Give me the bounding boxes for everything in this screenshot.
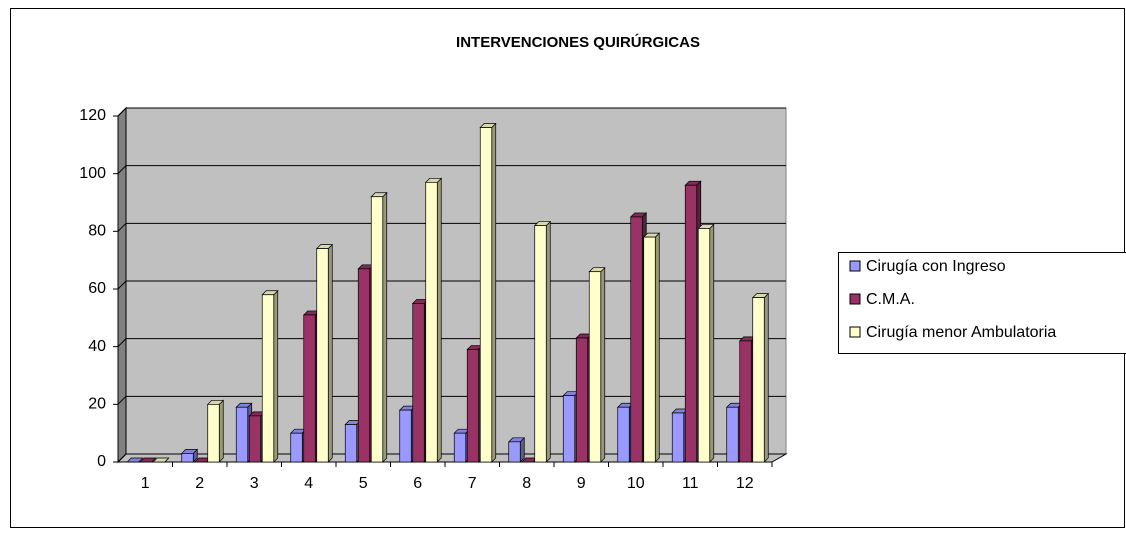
bar-face — [589, 272, 601, 462]
legend-swatch — [850, 327, 860, 337]
bar-face — [317, 249, 329, 462]
bar-face — [546, 222, 550, 462]
y-tick-label: 0 — [97, 453, 106, 470]
bar-face — [672, 413, 684, 462]
bar-face — [655, 233, 659, 462]
bar-face — [601, 268, 605, 462]
bar-face — [454, 433, 466, 462]
bar-face — [426, 182, 438, 462]
bar-face — [710, 224, 714, 462]
y-tick-label: 80 — [88, 223, 106, 240]
bar-face — [563, 396, 575, 462]
bar — [480, 124, 496, 462]
bar-face — [631, 217, 643, 462]
y-tick-label: 40 — [88, 338, 106, 355]
bar-face — [274, 291, 278, 462]
bar-face — [644, 237, 656, 462]
bar-face — [371, 197, 383, 462]
bar-face — [740, 341, 752, 462]
bar-face — [685, 185, 697, 462]
bar-face — [236, 407, 248, 462]
x-tick-label: 3 — [250, 475, 259, 492]
bar-face — [400, 410, 412, 462]
x-tick-label: 1 — [141, 475, 150, 492]
legend-label: C.M.A. — [866, 291, 915, 308]
bar-face — [576, 338, 588, 462]
legend-swatch — [850, 294, 860, 304]
bar-face — [182, 453, 194, 462]
x-tick-label: 9 — [577, 475, 586, 492]
x-tick-label: 10 — [627, 475, 645, 492]
bar-face — [535, 226, 547, 462]
chart-title: INTERVENCIONES QUIRÚRGICAS — [456, 33, 700, 51]
bar-face — [219, 400, 223, 462]
bar — [182, 449, 198, 462]
legend-swatch — [850, 261, 860, 271]
bar — [589, 268, 605, 462]
bar-face — [618, 407, 630, 462]
x-tick-label: 4 — [304, 475, 313, 492]
bar-face — [727, 407, 739, 462]
bar — [644, 233, 660, 462]
bar-face — [698, 228, 710, 462]
bar-face — [304, 315, 316, 462]
bar-face — [291, 433, 303, 462]
y-tick-label: 20 — [88, 396, 106, 413]
x-tick-label: 6 — [413, 475, 422, 492]
bar-face — [492, 124, 496, 462]
x-tick-label: 2 — [195, 475, 204, 492]
bar — [317, 245, 333, 462]
legend-label: Cirugía con Ingreso — [866, 258, 1006, 275]
legend-label: Cirugía menor Ambulatoria — [866, 324, 1056, 341]
bar-face — [208, 404, 220, 462]
bar-face — [262, 295, 274, 462]
bar-face — [764, 294, 768, 462]
bar — [208, 400, 224, 462]
bar-face — [328, 245, 332, 462]
x-tick-label: 12 — [736, 475, 754, 492]
bar-face — [249, 416, 261, 462]
bar — [509, 438, 525, 462]
x-tick-label: 7 — [468, 475, 477, 492]
y-tick-label: 100 — [79, 165, 106, 182]
x-tick-label: 8 — [522, 475, 531, 492]
bar-face — [358, 269, 370, 462]
bar-face — [480, 128, 492, 462]
bar-face — [437, 178, 441, 462]
bar-face — [509, 442, 521, 462]
bar-face — [413, 303, 425, 462]
bar — [262, 291, 278, 462]
x-tick-label: 5 — [359, 475, 368, 492]
bar-face — [345, 425, 357, 462]
bar-face — [467, 350, 479, 462]
bar — [698, 224, 714, 462]
bar-face — [383, 193, 387, 462]
y-tick-label: 60 — [88, 280, 106, 297]
y-tick-label: 120 — [79, 107, 106, 124]
bar — [753, 294, 769, 462]
bar — [371, 193, 387, 462]
x-tick-label: 11 — [682, 475, 699, 492]
bar-face — [753, 298, 765, 462]
bar — [426, 178, 442, 462]
bar — [535, 222, 551, 462]
